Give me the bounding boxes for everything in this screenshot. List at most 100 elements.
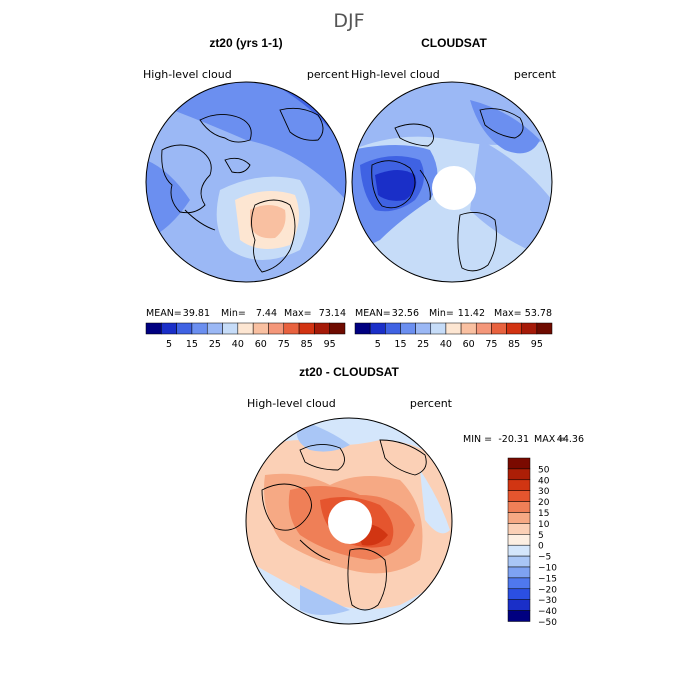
panel-obs-colorbar-tick: 95: [531, 339, 543, 350]
panel-model-units: percent: [307, 68, 350, 81]
panel-obs-stats: MEAN= 32.56 Min= 11.42 Max= 53.78: [355, 308, 552, 319]
panel-model-colorbar-swatch: [252, 322, 269, 335]
panel-diff-map: [246, 418, 452, 624]
panel-obs-colorbar-swatch: [445, 322, 462, 335]
panel-model-colorbar-swatch: [222, 322, 239, 335]
panel-diff-colorbar-tick: −10: [538, 564, 557, 574]
panel-obs-colorbar-tick: 25: [417, 339, 429, 350]
panel-model-colorbar-swatch: [283, 322, 300, 335]
panel-diff-colorbar-swatch: [507, 523, 531, 535]
panel-diff-colorbar-swatch: [507, 490, 531, 502]
panel-model-mean-label: MEAN=: [146, 308, 182, 319]
panel-model-colorbar-tick: 95: [324, 339, 336, 350]
panel-obs-max-label: Max=: [494, 308, 522, 319]
panel-obs-colorbar-tick: 5: [375, 339, 381, 350]
panel-diff-colorbar-swatch: [507, 544, 531, 557]
panel-diff-min: -20.31: [498, 434, 529, 445]
panel-diff-colorbar-tick: 40: [538, 476, 550, 486]
panel-obs-mean-label: MEAN=: [355, 308, 391, 319]
panel-obs-colorbar-swatch: [354, 322, 371, 335]
panel-model-colorbar-swatch: [191, 322, 208, 335]
panel-model-colorbar-tick: 40: [232, 339, 244, 350]
panel-diff-colorbar-tick: −15: [538, 574, 557, 584]
panel-obs-colorbar-swatch: [460, 322, 477, 335]
panel-diff-boundary: [245, 417, 453, 625]
panel-diff-colorbar-tick: −20: [538, 585, 557, 595]
panel-diff-colorbar-swatch: [507, 577, 531, 590]
panel-obs-colorbar-swatch: [430, 322, 447, 335]
panel-diff-colorbar-swatch: [507, 534, 531, 546]
panel-obs-boundary: [351, 81, 553, 283]
panel-diff-units: percent: [410, 397, 453, 410]
panel-diff-colorbar-tick: −30: [538, 596, 557, 606]
panel-obs-max: 53.78: [525, 308, 552, 319]
panel-model-max-label: Max=: [284, 308, 312, 319]
panel-obs: CLOUDSAT High-level cloud percent MEAN= …: [351, 36, 557, 350]
panel-diff-colorbar-tick: 50: [538, 465, 550, 475]
panel-diff-max: 44.36: [557, 434, 584, 445]
panel-obs-units: percent: [514, 68, 557, 81]
panel-diff-colorbar-tick: 20: [538, 498, 550, 508]
panel-diff-colorbar-swatch: [507, 457, 531, 470]
panel-model-colorbar-swatch: [145, 322, 162, 335]
panel-diff-colorbar-tick: 30: [538, 487, 550, 497]
panel-obs-colorbar-swatch: [521, 322, 538, 335]
panel-model-boundary: [145, 81, 347, 283]
panel-obs-colorbar-tick: 75: [485, 339, 497, 350]
panel-diff-colorbar-swatch: [507, 599, 531, 611]
panel-model-colorbar: 5 15 25 40 60 75 85 95: [145, 322, 346, 350]
panel-model-colorbar-swatch: [237, 322, 254, 335]
panel-obs-colorbar-swatch: [506, 322, 522, 335]
panel-diff-variable: High-level cloud: [247, 397, 336, 410]
panel-diff-max-label: MAX =: [534, 434, 566, 445]
panel-obs-colorbar-swatch: [475, 322, 492, 335]
panel-diff-colorbar-swatch: [507, 501, 531, 513]
panel-model-colorbar-tick: 25: [209, 339, 221, 350]
panel-model-colorbar-tick: 85: [301, 339, 313, 350]
panel-obs-map: [352, 82, 552, 282]
panel-obs-colorbar-tick: 15: [394, 339, 406, 350]
panel-model-variable: High-level cloud: [143, 68, 232, 81]
panel-model-min-label: Min=: [221, 308, 246, 319]
panel-obs-colorbar-tick: 85: [508, 339, 520, 350]
panel-model-colorbar-swatch: [176, 322, 193, 335]
season-title: DJF: [333, 10, 364, 32]
panel-model-mean: 39.81: [183, 308, 210, 319]
panel-diff-min-label: MIN =: [463, 434, 492, 445]
panel-model-colorbar-tick: 60: [255, 339, 267, 350]
panel-diff-colorbar-tick: 10: [538, 520, 550, 530]
panel-diff-colorbar-swatch: [507, 610, 531, 622]
panel-model-colorbar-swatch: [206, 322, 223, 335]
panel-diff-title: zt20 - CLOUDSAT: [299, 365, 399, 379]
panel-diff-colorbar-tick: 0: [538, 542, 544, 552]
panel-model-min: 7.44: [256, 308, 277, 319]
panel-diff-colorbar-swatch: [507, 588, 531, 600]
panel-diff-colorbar-swatch: [507, 468, 531, 481]
panel-diff-colorbar-swatch: [507, 512, 531, 524]
panel-diff-colorbar-tick: −50: [538, 618, 557, 628]
panel-obs-title: CLOUDSAT: [421, 36, 487, 50]
panel-diff-colorbar-swatch: [507, 555, 531, 568]
panel-model-colorbar-swatch: [298, 322, 315, 335]
panel-model-colorbar-tick: 15: [186, 339, 198, 350]
panel-obs-colorbar-swatch: [536, 322, 553, 335]
panel-obs-colorbar-swatch: [491, 322, 507, 335]
panel-model-colorbar-swatch: [161, 322, 177, 335]
panel-obs-colorbar: 5 15 25 40 60 75 85 95: [354, 322, 553, 350]
panel-obs-colorbar-tick: 40: [440, 339, 452, 350]
panel-model-map: [146, 82, 346, 282]
panel-diff-colorbar-tick: 5: [538, 531, 544, 541]
panel-diff-colorbar-swatch: [507, 479, 531, 491]
panel-diff-colorbar-tick: 15: [538, 509, 549, 519]
panel-model-max: 73.14: [319, 308, 346, 319]
panel-model-stats: MEAN= 39.81 Min= 7.44 Max= 73.14: [146, 308, 346, 319]
panel-model-colorbar-swatch: [314, 322, 330, 335]
panel-obs-colorbar-tick: 60: [463, 339, 475, 350]
panel-obs-variable: High-level cloud: [351, 68, 440, 81]
panel-obs-colorbar-swatch: [415, 322, 432, 335]
panel-diff: zt20 - CLOUDSAT High-level cloud percent: [245, 365, 584, 628]
panel-model-colorbar-swatch: [329, 322, 346, 335]
panel-obs-min: 11.42: [458, 308, 485, 319]
panel-diff-colorbar-tick: −40: [538, 607, 557, 617]
